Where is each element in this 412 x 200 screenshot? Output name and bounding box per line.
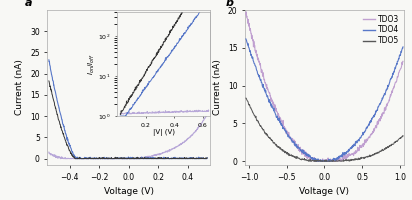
TDO5 [337, 159, 342, 162]
TDO4 [337, 155, 342, 158]
TDO3 [337, 157, 342, 160]
Text: a: a [25, 0, 32, 8]
TDO3 [329, 160, 334, 162]
TDO5 [372, 153, 377, 156]
TDO5 [319, 160, 324, 162]
TDO5 [306, 160, 311, 162]
TDO4 [319, 160, 324, 162]
TDO3 [318, 160, 323, 162]
TDO4 [314, 160, 319, 162]
Line: TDO3: TDO3 [246, 12, 403, 161]
Y-axis label: Current (nA): Current (nA) [213, 60, 222, 115]
TDO5 [397, 137, 402, 140]
X-axis label: |V| (V): |V| (V) [153, 129, 175, 136]
Text: b: b [226, 0, 234, 8]
Y-axis label: Current (nA): Current (nA) [15, 60, 24, 115]
X-axis label: Voltage (V): Voltage (V) [300, 187, 349, 196]
Line: TDO4: TDO4 [246, 39, 403, 161]
TDO5 [243, 97, 248, 99]
TDO4 [400, 46, 405, 48]
X-axis label: Voltage (V): Voltage (V) [104, 187, 154, 196]
TDO4 [397, 54, 402, 56]
TDO4 [329, 160, 334, 162]
TDO3 [400, 60, 405, 62]
TDO5 [400, 134, 405, 137]
Line: TDO5: TDO5 [246, 98, 403, 161]
TDO4 [318, 160, 323, 162]
TDO3 [244, 11, 249, 13]
TDO4 [372, 113, 377, 115]
TDO5 [329, 160, 334, 162]
TDO4 [243, 38, 248, 40]
Y-axis label: $I_{on}/I_{off}$: $I_{on}/I_{off}$ [87, 53, 97, 75]
Legend: TDO3, TDO4, TDO5: TDO3, TDO4, TDO5 [363, 14, 400, 46]
TDO3 [313, 160, 318, 162]
TDO3 [320, 160, 325, 162]
TDO3 [373, 126, 378, 129]
TDO3 [398, 69, 403, 71]
TDO5 [318, 159, 323, 162]
TDO3 [243, 14, 248, 16]
